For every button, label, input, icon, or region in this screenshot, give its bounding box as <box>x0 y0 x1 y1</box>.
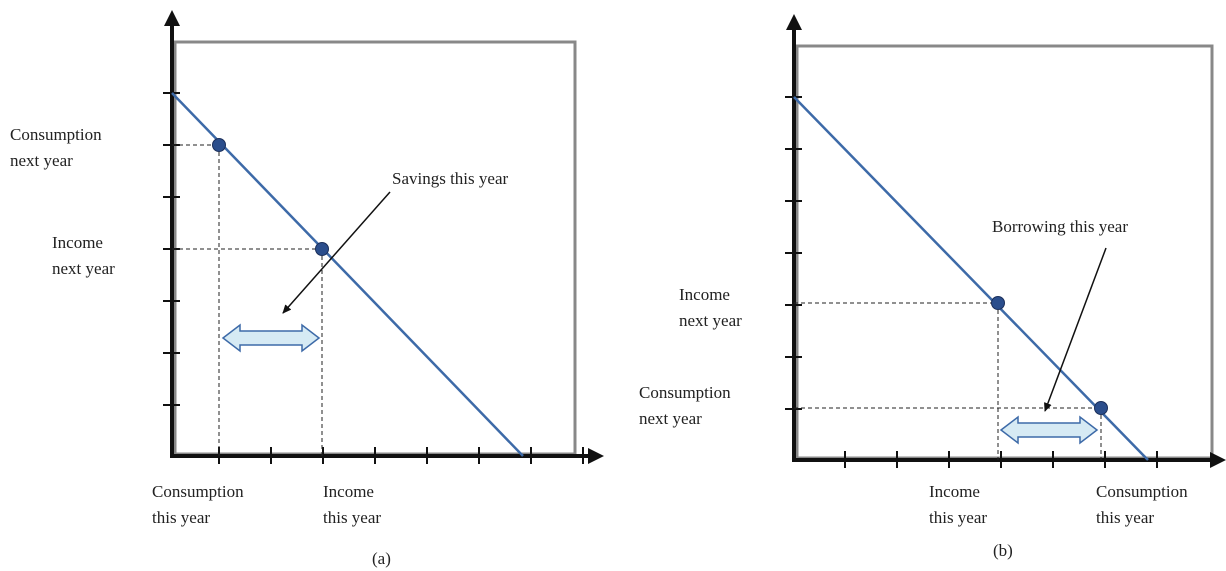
panel-b-ylabel-income-1: Income <box>679 285 730 304</box>
panel-b-x-arrowhead <box>1210 452 1226 468</box>
panel-b-annotation: Borrowing this year <box>992 217 1128 236</box>
panel-b-annotation-pointer <box>1044 247 1107 412</box>
panel-a-ylabel-income-2: next year <box>52 259 115 278</box>
panel-b-consumption-point <box>1094 401 1108 415</box>
panel-b-xlabel-consumption-1: Consumption <box>1096 482 1188 501</box>
panel-a-y-arrowhead <box>164 10 180 26</box>
panel-a-ylabel-consumption-1: Consumption <box>10 125 102 144</box>
panel-a-ylabel-income-1: Income <box>52 233 103 252</box>
panel-a-xlabel-consumption-1: Consumption <box>152 482 244 501</box>
panel-a-x-ticks <box>218 447 584 464</box>
panel-a-xlabel-income-1: Income <box>323 482 374 501</box>
panel-a-x-arrowhead <box>588 448 604 464</box>
panel-b-frame <box>795 44 1214 460</box>
panel-b-ylabel-consumption-1: Consumption <box>639 383 731 402</box>
panel-a-annotation: Savings this year <box>392 169 508 188</box>
panel-a-xlabel-income-2: this year <box>323 508 381 527</box>
panel-b-caption: (b) <box>993 541 1013 560</box>
panel-b-x-ticks <box>844 451 1158 468</box>
panel-a-annotation-pointer <box>282 191 391 314</box>
panel-a-consumption-point <box>212 138 226 152</box>
panel-a-xlabel-consumption-2: this year <box>152 508 210 527</box>
panel-a-caption: (a) <box>372 549 391 568</box>
panel-b-xlabel-income-2: this year <box>929 508 987 527</box>
panel-b-budget-line <box>793 96 1149 461</box>
panel-b-ylabel-income-2: next year <box>679 311 742 330</box>
panel-b-xlabel-consumption-2: this year <box>1096 508 1154 527</box>
panel-a: Consumption next year Income next year C… <box>10 10 604 568</box>
panel-b-y-arrowhead <box>786 14 802 30</box>
panel-b-y-ticks <box>785 96 802 410</box>
panel-a-budget-line <box>171 92 524 457</box>
panel-b-borrowing-double-arrow <box>999 415 1099 445</box>
panel-a-frame <box>173 40 577 456</box>
panel-a-guides <box>172 144 323 456</box>
panel-b-ylabel-consumption-2: next year <box>639 409 702 428</box>
panel-a-savings-double-arrow <box>221 323 321 353</box>
panel-a-endowment-point <box>315 242 329 256</box>
panel-b-endowment-point <box>991 296 1005 310</box>
panel-b: Income next year Consumption next year I… <box>639 14 1226 560</box>
panel-a-ylabel-consumption-2: next year <box>10 151 73 170</box>
panel-b-xlabel-income-1: Income <box>929 482 980 501</box>
panel-a-y-ticks <box>163 92 180 406</box>
